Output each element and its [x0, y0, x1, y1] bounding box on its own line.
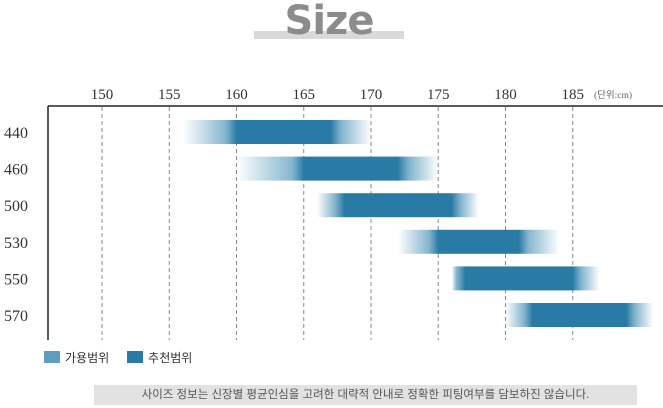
legend-label-recommended: 추천범위 — [148, 350, 193, 365]
legend-item-available: 가용범위 — [44, 349, 109, 366]
x-tick-label: 170 — [360, 87, 383, 103]
y-category-label: 530 — [4, 235, 28, 252]
chart-grid — [47, 105, 663, 340]
y-category-label: 500 — [4, 198, 28, 215]
size-disclaimer: 사이즈 정보는 신장별 평균인심을 고려한 대략적 안내로 정확한 피팅여부를 … — [94, 385, 637, 405]
y-category-label: 570 — [4, 308, 28, 325]
page-title: Size — [284, 0, 375, 44]
legend: 가용범위 추천범위 — [44, 347, 192, 367]
y-category-label: 460 — [4, 162, 28, 179]
x-tick-label: 155 — [158, 87, 181, 103]
x-tick-label: 150 — [91, 87, 114, 103]
x-axis: 150 155 160 165 170 175 180 185 (단위:cm) — [91, 87, 632, 103]
size-range-chart: 150 155 160 165 170 175 180 185 (단위:cm) 440 460 50… — [4, 87, 663, 340]
bar-range-500 — [317, 193, 479, 218]
legend-swatch-available — [44, 351, 60, 363]
x-tick-label: 175 — [427, 87, 450, 103]
y-category-label: 440 — [4, 125, 28, 142]
legend-label-available: 가용범위 — [65, 350, 110, 365]
x-tick-label: 185 — [562, 87, 585, 103]
legend-item-recommended: 추천범위 — [127, 349, 192, 366]
bar-range-550 — [451, 266, 600, 291]
bar-range-440 — [182, 120, 371, 144]
title-underline-bar — [254, 31, 404, 39]
x-tick-label: 160 — [225, 87, 248, 103]
x-tick-label: 165 — [293, 87, 316, 103]
bar-range-460 — [236, 156, 439, 181]
y-axis: 440 460 500 530 550 570 — [4, 125, 28, 325]
unit-note: (단위:cm) — [594, 89, 632, 101]
x-tick-label: 180 — [494, 87, 517, 103]
bars — [182, 120, 654, 327]
y-category-label: 550 — [4, 271, 28, 288]
bar-range-530 — [397, 229, 560, 254]
page-title-block: Size — [254, 0, 404, 44]
legend-swatch-recommended — [127, 351, 144, 363]
bar-range-570 — [505, 303, 654, 327]
